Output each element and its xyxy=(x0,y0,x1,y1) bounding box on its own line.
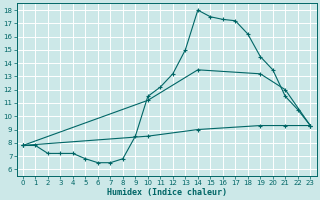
X-axis label: Humidex (Indice chaleur): Humidex (Indice chaleur) xyxy=(107,188,227,197)
